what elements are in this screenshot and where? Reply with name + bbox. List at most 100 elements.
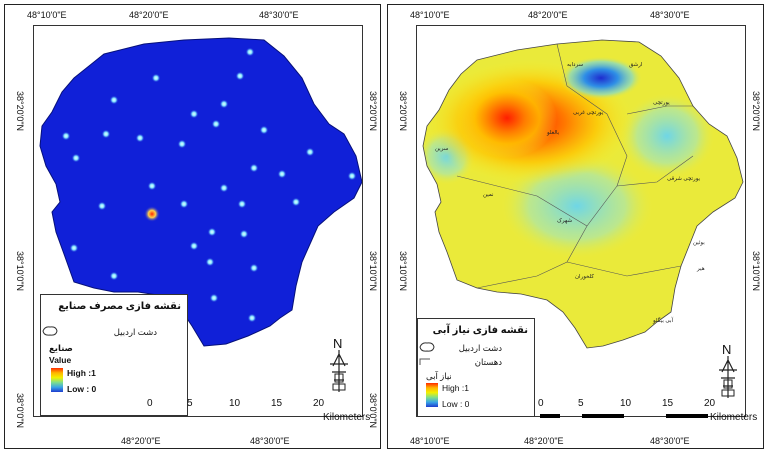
left-coord-label: 38°10'0"N (15, 251, 25, 292)
industry-legend: نقشه فازی مصرف صنایع دشت اردبیل صنایع Va… (40, 294, 188, 416)
well-point-marker (69, 243, 79, 253)
well-point-marker (71, 153, 81, 163)
legend-plain-label: دشت اردبیل (113, 327, 157, 337)
legend-color-ramp (426, 383, 438, 407)
well-point-marker (177, 139, 187, 149)
scale-unit: Kilometers (710, 412, 758, 423)
well-point-marker (211, 119, 221, 129)
district-label: ارشق (629, 62, 643, 68)
scale-tick: 10 (620, 398, 632, 409)
bottom-coord-label: 48°30'0"E (650, 436, 690, 446)
well-point-marker (277, 169, 287, 179)
right-coord-label: 38°20'0"N (368, 91, 378, 132)
plain-outline-icon (42, 326, 58, 336)
well-point-marker (189, 109, 199, 119)
industry-hotspot (144, 206, 160, 222)
well-point-marker (219, 99, 229, 109)
district-boundaries (456, 43, 694, 289)
well-point-marker (347, 171, 357, 181)
district-label: کلخوران (575, 274, 595, 280)
industry-fuzzy-map-panel: 48°10'0"E 48°20'0"E 48°30'0"E 48°20'0"E … (4, 4, 381, 449)
scale-bar-labels: 0 5 10 15 20 Kilometers (147, 398, 377, 432)
well-point-marker (109, 95, 119, 105)
scale-tick: 15 (271, 398, 283, 409)
top-coord-label: 48°30'0"E (259, 10, 299, 20)
well-point-marker (205, 257, 215, 267)
well-point-marker (135, 133, 145, 143)
district-label: سردابه (567, 62, 584, 68)
well-point-marker (237, 199, 247, 209)
north-arrow-icon: N (715, 342, 741, 402)
demand-lowspot (559, 56, 643, 100)
well-point-marker (151, 73, 161, 83)
district-label: نمین (483, 192, 494, 198)
district-label: یورتچی شرقی (667, 176, 701, 182)
scale-tick: 20 (313, 398, 325, 409)
legend-high-label: High :1 (442, 383, 469, 393)
industry-map-svg (39, 37, 362, 347)
demand-hotspot (457, 78, 557, 158)
left-coord-label: 38°0'0"N (15, 393, 25, 429)
legend-high-label: High :1 (67, 368, 96, 378)
bottom-coord-label: 48°20'0"E (524, 436, 564, 446)
legend-value-label: Value (49, 355, 72, 365)
legend-layer-label: صنایع (49, 343, 73, 353)
well-point-marker (101, 129, 111, 139)
district-label: بالغلو (547, 130, 560, 136)
well-point-marker (249, 263, 259, 273)
top-coord-label: 48°30'0"E (650, 10, 690, 20)
bottom-coord-label: 48°30'0"E (250, 436, 290, 446)
well-point-marker (219, 183, 229, 193)
ardabil-plain-outline (422, 39, 744, 349)
district-label: یورتچی غربی (573, 110, 604, 116)
well-point-marker (235, 71, 245, 81)
water-demand-legend: نقشه فازی نیاز آبی دشت اردبیل دهستان نیا… (417, 318, 535, 416)
scale-tick: 0 (538, 398, 544, 409)
district-boundary-icon (419, 358, 430, 365)
north-label: N (722, 342, 732, 357)
well-point-marker (239, 229, 249, 239)
legend-title: نقشه فازی مصرف صنایع (58, 301, 181, 312)
well-point-marker (245, 47, 255, 57)
top-coord-label: 48°10'0"E (27, 10, 67, 20)
right-coord-label: 38°10'0"N (368, 251, 378, 292)
right-coord-label: 38°20'0"N (751, 91, 761, 132)
legend-plain-label: دشت اردبیل (458, 343, 502, 353)
scale-tick: 0 (147, 398, 153, 409)
legend-title: نقشه فازی نیاز آبی (432, 325, 528, 336)
top-coord-label: 48°20'0"E (129, 10, 169, 20)
right-coord-label: 38°10'0"N (751, 251, 761, 292)
demand-cyan-zone (617, 91, 717, 181)
well-point-marker (189, 241, 199, 251)
legend-district-label: دهستان (474, 357, 502, 367)
water-demand-map-svg (422, 39, 744, 349)
north-label: N (333, 336, 343, 351)
top-coord-label: 48°10'0"E (410, 10, 450, 20)
ardabil-plain-outline (39, 37, 362, 347)
well-point-marker (109, 271, 119, 281)
district-label: آبی بیگلو (653, 318, 674, 324)
bottom-coord-label: 48°10'0"E (410, 436, 450, 446)
plain-outline-icon (419, 342, 435, 352)
legend-low-label: Low : 0 (67, 384, 97, 394)
scale-tick: 5 (578, 398, 584, 409)
water-demand-map-frame: سردابه ارشق بالغلو یورتچی سرین یورتچی شر… (416, 25, 746, 417)
district-label: بوئین (693, 240, 705, 246)
left-coord-label: 38°20'0"N (15, 91, 25, 132)
scale-tick: 15 (662, 398, 674, 409)
top-coord-label: 48°20'0"E (528, 10, 568, 20)
well-point-marker (207, 227, 217, 237)
well-point-marker (97, 201, 107, 211)
district-label: شهرک (557, 218, 573, 224)
well-point-marker (249, 163, 259, 173)
scale-bar: 0 5 10 15 20 Kilometers (538, 398, 763, 432)
water-demand-fuzzy-map-panel: 48°10'0"E 48°20'0"E 48°30'0"E 48°10'0"E … (387, 4, 764, 449)
scale-tick: 20 (704, 398, 716, 409)
district-label: هیر (697, 266, 705, 272)
legend-low-label: Low : 0 (442, 399, 470, 409)
district-label: یورتچی (653, 100, 670, 106)
north-arrow-icon: N (326, 336, 352, 396)
well-point-marker (305, 147, 315, 157)
left-coord-label: 38°20'0"N (398, 91, 408, 132)
bottom-coord-label: 48°20'0"E (121, 436, 161, 446)
